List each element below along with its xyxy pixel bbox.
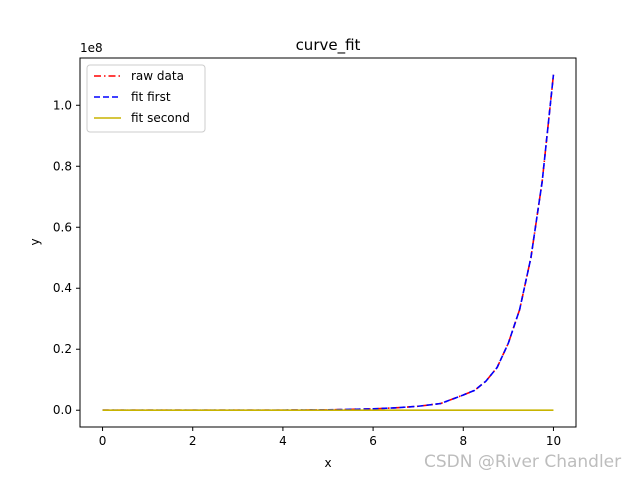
x-tick-label: 10	[546, 434, 561, 448]
watermark: CSDN @River Chandler	[424, 452, 622, 472]
x-tick-label: 0	[99, 434, 107, 448]
y-offset-label: 1e8	[80, 41, 103, 55]
axes-frame	[79, 57, 577, 428]
y-tick-label: 0.0	[53, 403, 72, 417]
legend-box	[86, 64, 206, 133]
x-tick-label: 6	[369, 434, 377, 448]
x-tick-label: 4	[279, 434, 287, 448]
x-tick-label: 8	[459, 434, 467, 448]
y-tick-label: 0.8	[53, 159, 72, 173]
x-axis-label: x	[324, 456, 331, 470]
chart-title: curve_fit	[296, 36, 361, 55]
y-axis-label: y	[28, 238, 42, 245]
plot-area: 0 2 4 6 8 10 0.0 0.2 0.4 0.6 0.8 1.0	[53, 57, 577, 448]
y-tick-label: 0.6	[53, 220, 72, 234]
x-tick-label: 2	[189, 434, 197, 448]
legend: raw data fit first fit second	[86, 64, 206, 133]
y-tick-label: 1.0	[53, 98, 72, 112]
y-tick-label: 0.4	[53, 281, 72, 295]
legend-label: fit second	[131, 111, 190, 125]
legend-label: fit first	[131, 90, 171, 104]
y-tick-label: 0.2	[53, 342, 72, 356]
legend-label: raw data	[131, 69, 184, 83]
